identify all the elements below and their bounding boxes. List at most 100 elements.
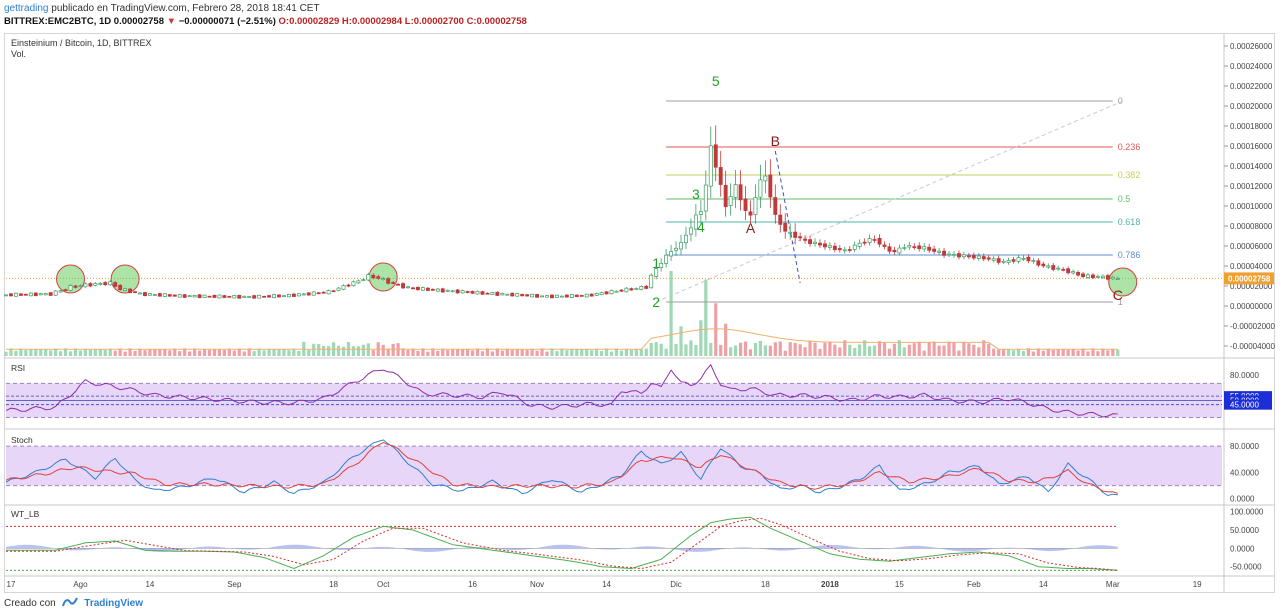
wave-label: 4 [697,219,705,235]
volume-bar [98,349,102,356]
symbol-name: BITTREX:EMC2BTC, 1D [4,16,112,27]
candle-body [922,246,927,250]
rsi-label: RSI [11,363,25,373]
volume-bar [882,342,887,356]
volume-bar [1076,350,1080,356]
volume-bar [515,349,519,356]
chart-title: Einsteinium / Bitcoin, 1D, BITTREX [11,38,152,48]
candle-body [629,288,634,291]
candle-body [877,237,882,245]
volume-bar [193,348,197,356]
candle-body [1110,276,1115,280]
volume-bar [168,350,172,356]
publish-text: publicado en TradingView.com, Febrero 28… [51,3,320,14]
candle-body [832,245,837,250]
candle-body [68,285,73,291]
highlight-circle [56,264,86,294]
volume-bar [58,351,63,356]
candle-body [113,282,118,287]
candle-body [416,287,420,291]
candle-body [162,293,167,297]
ohlc-values: O:0.00002829 H:0.00002984 L:0.00002700 C… [278,16,527,27]
candle-body [326,290,331,295]
volume-bar [734,345,738,356]
candle-body [167,294,172,297]
volume-bar [580,349,584,356]
candle-body [157,293,162,297]
volume-bar [341,346,346,356]
price-tick-label: 0.00008000 [1230,222,1273,231]
author-link[interactable]: gettrading [4,3,49,14]
volume-bar [88,349,92,356]
publish-info: gettrading publicado en TradingView.com,… [4,3,320,14]
volume-bar [108,348,112,356]
price-tick-label: 0.00014000 [1230,162,1273,171]
volume-bar [510,349,514,356]
candles [4,125,1120,299]
volume-bar [327,346,331,356]
volume-bar [848,344,852,356]
candle-body [88,283,93,287]
volume-bar [9,348,13,356]
volume-bar [351,346,356,356]
candle-body [981,256,986,260]
volume-bar [158,349,162,356]
candle-body [942,250,947,256]
volume-bar [704,279,708,356]
time-axis-label: Nov [530,580,544,589]
volume-bar [912,343,916,356]
candle-body [857,242,862,247]
candle-body [445,289,450,292]
candle-body [306,292,311,296]
volume-bar [902,347,906,356]
candle-body [465,291,470,293]
candle-body [128,288,133,294]
volume-bar [63,348,68,356]
volume-bar [73,348,78,356]
candle-body [93,283,98,286]
volume-bar [858,344,862,356]
volume-bar [634,349,638,356]
volume-bar [763,345,767,356]
volume-bar [952,342,956,356]
chart-frame [4,33,1275,593]
candle-body [937,250,942,253]
candle-body [475,290,480,295]
volume-bar [49,350,53,356]
volume-bar [922,350,926,356]
candle-body [133,291,137,294]
candle-body [550,294,554,299]
candle-body [58,290,63,293]
candle-body [619,289,624,292]
volume-bar [267,348,271,356]
time-axis-label: 14 [602,580,611,589]
volume-bar [714,303,718,356]
price-tick-label: 0.00010000 [1230,202,1273,211]
volume-bar [788,342,792,356]
candle-body [947,253,951,256]
volume-bar [560,348,564,356]
wave-label: C [1113,287,1123,303]
candle-body [391,282,396,284]
volume-bar [272,349,276,356]
volume-bar [942,345,946,356]
candle-body [991,258,996,261]
volume-bar [753,342,758,356]
candle-body [634,288,639,290]
volume-bar [644,348,648,356]
volume-bar [490,351,494,356]
volume-bar [361,344,365,356]
price-tick-label: 0.00004000 [1230,262,1273,271]
footer-brand[interactable]: TradingView [84,598,143,610]
candle-body [827,245,832,248]
volume-bar [93,349,97,356]
candle-body [1041,263,1046,267]
candle-body [798,236,803,239]
volume-bar [530,348,534,356]
price-tick-label: 0.00006000 [1230,242,1273,251]
candle-body [500,292,505,296]
volume-bar [1002,349,1006,356]
candle-body [202,294,207,298]
fib-level-label: 0.382 [1118,170,1141,180]
